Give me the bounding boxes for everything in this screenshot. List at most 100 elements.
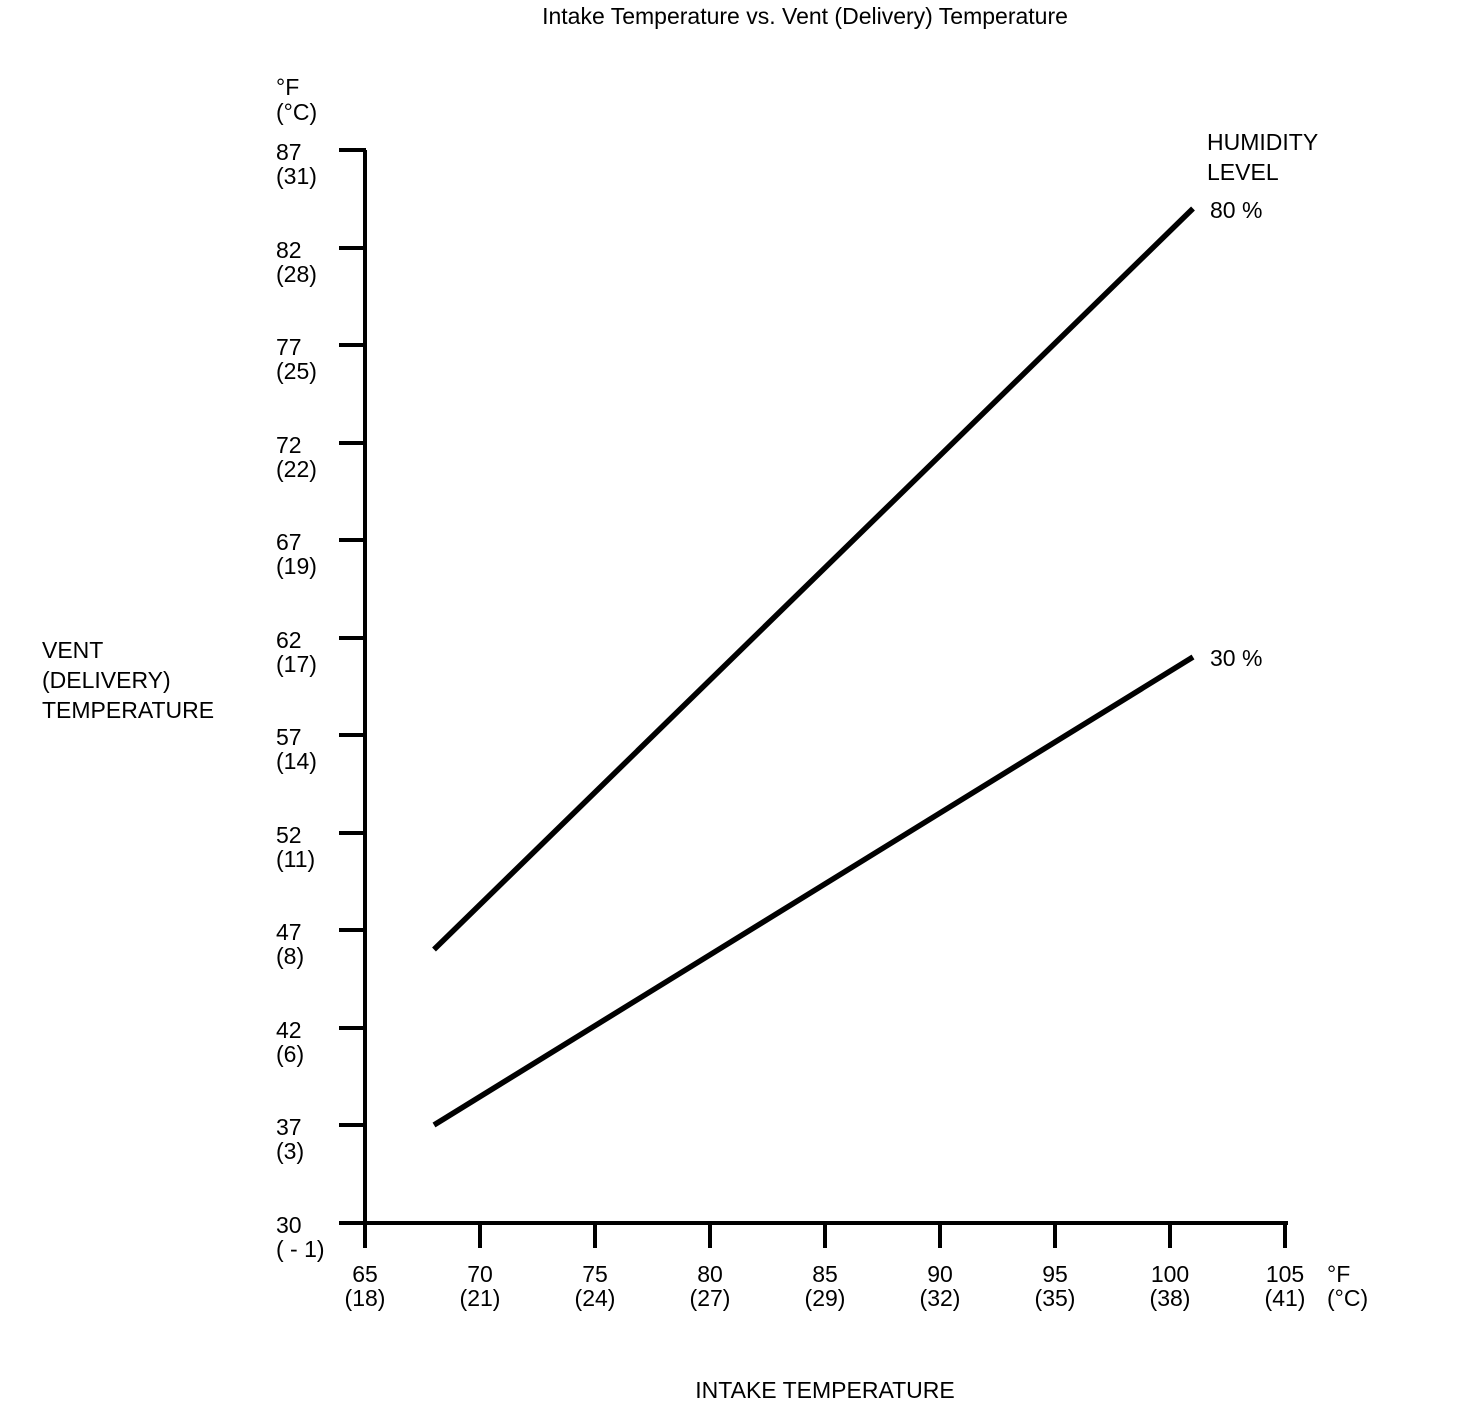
y-tick (339, 635, 366, 640)
y-tick-label-c: (22) (276, 455, 317, 482)
chart-title: Intake Temperature vs. Vent (Delivery) T… (542, 3, 1068, 29)
x-tick-label: 95 (35) (998, 1262, 1112, 1310)
y-tick (339, 440, 366, 445)
y-tick-label-f: 87 (276, 139, 302, 165)
y-tick-label-f: 30 (276, 1211, 302, 1238)
x-tick (1053, 1221, 1057, 1248)
y-tick-label-f: 72 (276, 431, 302, 458)
x-tick-label-c: (41) (1264, 1285, 1306, 1311)
x-tick-label-c: (24) (574, 1285, 616, 1311)
y-axis-title-line-1: VENT (42, 637, 104, 663)
y-tick-label-c: (25) (276, 358, 317, 384)
x-tick-label-c: (38) (1149, 1285, 1191, 1311)
y-tick-label: 67 (19) (276, 530, 317, 578)
legend-title-line-1: HUMIDITY (1207, 129, 1319, 155)
y-tick (339, 343, 366, 347)
y-tick-label-f: 42 (276, 1016, 302, 1043)
x-tick-label: 100 (38) (1113, 1262, 1227, 1310)
y-axis-title-line-2: (DELIVERY) (42, 667, 171, 693)
y-tick-label-c: (17) (276, 650, 317, 677)
y-axis-unit-label: °F (°C) (276, 75, 317, 125)
y-tick-label: 37 (3) (276, 1115, 304, 1163)
series-label-1: 30 % (1210, 645, 1263, 671)
x-tick-label-f: 80 (697, 1261, 723, 1287)
y-tick (339, 1220, 366, 1225)
y-tick-label: 87 (31) (276, 140, 317, 188)
x-tick (1168, 1221, 1172, 1248)
y-tick-label-f: 47 (276, 919, 302, 945)
series-line-1 (432, 654, 1195, 1128)
y-tick-label: 30( - 1) (276, 1213, 325, 1261)
series-label-0: 80 % (1210, 196, 1263, 223)
y-axis-title: VENT (DELIVERY) TEMPERATURE (42, 635, 214, 725)
x-axis-unit-label: °F (°C) (1327, 1262, 1368, 1310)
x-tick-label-f: 100 (1150, 1261, 1190, 1287)
y-tick-label-c: (3) (276, 1138, 305, 1164)
series-line-0 (432, 206, 1195, 952)
y-tick-label-c: ( - 1) (276, 1235, 325, 1262)
x-tick (478, 1221, 482, 1248)
y-tick (339, 245, 366, 250)
x-axis-unit-c: (°C) (1327, 1285, 1369, 1311)
y-tick-label-c: (31) (276, 163, 317, 189)
x-tick-label-f: 105 (1265, 1261, 1305, 1287)
y-tick-label-c: (19) (276, 553, 317, 579)
x-tick-label-f: 90 (927, 1261, 953, 1287)
y-tick (339, 830, 366, 835)
x-axis-title: INTAKE TEMPERATURE (695, 1377, 955, 1403)
x-tick-label-c: (32) (919, 1285, 961, 1311)
x-axis-unit-f: °F (1327, 1261, 1351, 1287)
y-tick-label-c: (8) (276, 943, 305, 969)
legend-title: HUMIDITY LEVEL (1207, 127, 1318, 187)
y-tick (339, 148, 366, 152)
y-tick-label: 57 (14) (276, 725, 317, 773)
x-tick (593, 1221, 597, 1248)
x-tick (938, 1221, 942, 1248)
y-tick-label-f: 52 (276, 821, 302, 848)
y-tick-label-f: 37 (276, 1114, 302, 1140)
x-tick (1283, 1221, 1287, 1248)
y-tick-label-f: 57 (276, 724, 302, 750)
y-tick (339, 538, 366, 542)
x-tick-label-c: (21) (459, 1285, 501, 1311)
x-tick-label-c: (18) (344, 1285, 386, 1311)
y-axis-unit-c: (°C) (276, 99, 318, 125)
x-tick-label: 105 (41) (1228, 1262, 1342, 1310)
y-tick-label-f: 82 (276, 236, 302, 263)
y-tick-label-c: (14) (276, 748, 317, 774)
legend-title-line-2: LEVEL (1207, 159, 1279, 185)
y-tick-label-c: (6) (276, 1040, 305, 1067)
y-tick-label: 72 (22) (276, 433, 317, 481)
y-tick (339, 733, 366, 737)
y-tick-label: 82 (28) (276, 238, 317, 286)
x-tick-label-c: (29) (804, 1285, 846, 1311)
x-axis-line (340, 1221, 1288, 1225)
y-tick-label-c: (28) (276, 260, 317, 287)
y-tick-label-f: 77 (276, 334, 302, 360)
x-tick-label: 65 (18) (308, 1262, 422, 1310)
x-tick-label-f: 85 (812, 1261, 838, 1287)
y-tick (339, 928, 366, 932)
x-tick-label-f: 75 (582, 1261, 608, 1287)
y-tick-label: 52 (11) (276, 823, 315, 871)
x-tick (708, 1221, 712, 1248)
y-tick (339, 1025, 366, 1030)
y-tick-label: 47 (8) (276, 920, 304, 968)
y-tick-label: 62 (17) (276, 628, 317, 676)
y-tick-label-f: 67 (276, 529, 302, 555)
x-tick-label-c: (27) (689, 1285, 731, 1311)
x-tick-label: 80 (27) (653, 1262, 767, 1310)
y-axis-title-line-3: TEMPERATURE (42, 697, 215, 723)
x-tick (363, 1221, 367, 1248)
x-tick-label: 90 (32) (883, 1262, 997, 1310)
x-tick-label-f: 65 (352, 1261, 378, 1287)
y-axis-line (363, 150, 367, 1248)
x-tick-label: 75 (24) (538, 1262, 652, 1310)
x-tick-label: 85 (29) (768, 1262, 882, 1310)
x-tick (823, 1221, 827, 1248)
x-tick-label-f: 95 (1042, 1261, 1068, 1287)
y-tick-label: 77 (25) (276, 335, 317, 383)
x-tick-label: 70 (21) (423, 1262, 537, 1310)
y-tick-label: 42 (6) (276, 1018, 304, 1066)
